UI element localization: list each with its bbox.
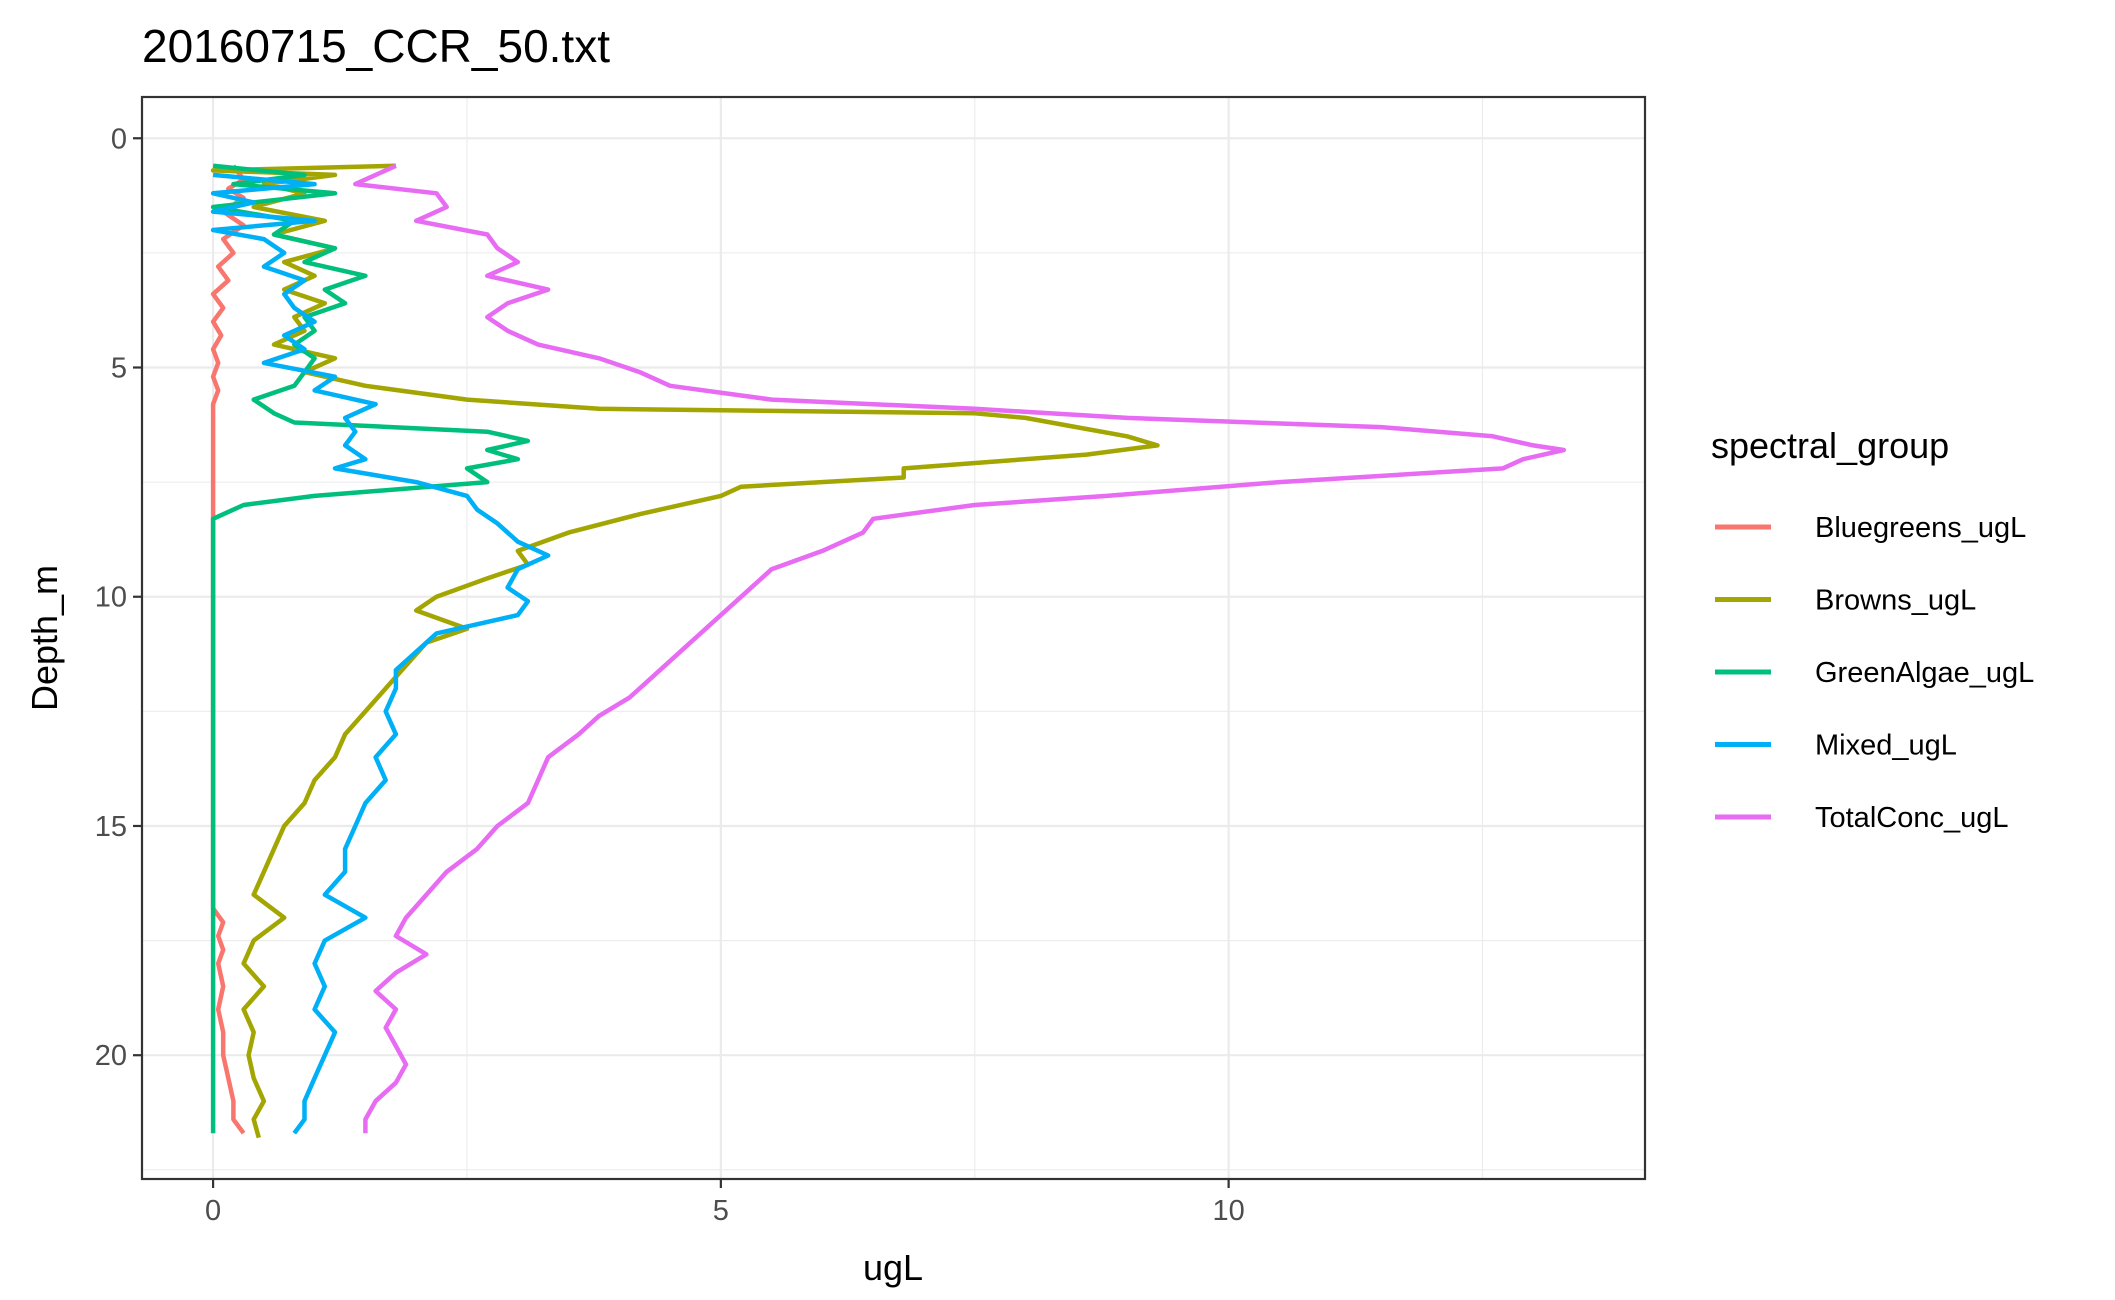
legend-label: Bluegreens_ugL xyxy=(1815,512,2026,544)
y-tick-label: 0 xyxy=(111,123,127,155)
chart-title: 20160715_CCR_50.txt xyxy=(142,20,610,72)
x-axis-title: ugL xyxy=(863,1247,923,1288)
y-tick-label: 20 xyxy=(95,1040,127,1072)
legend-label: Browns_ugL xyxy=(1815,585,1976,617)
series-line-greenalgae-ugl xyxy=(210,163,531,1134)
panel-background xyxy=(142,97,1645,1179)
series-line-bluegreens-ugl xyxy=(210,164,246,1135)
y-tick-label: 10 xyxy=(95,582,127,614)
plot-panel xyxy=(140,95,1647,1181)
legend-label: GreenAlgae_ugL xyxy=(1815,657,2034,689)
legend-label: TotalConc_ugL xyxy=(1815,802,2008,834)
series-line-mixed-ugl xyxy=(210,172,551,1135)
series-line-browns-ugl xyxy=(210,163,1160,1139)
x-tick-label: 0 xyxy=(205,1195,221,1227)
legend-title: spectral_group xyxy=(1711,425,1949,466)
axes: 0 5 10 0 5 10 15 20 xyxy=(95,123,1245,1227)
y-tick-label: 15 xyxy=(95,811,127,843)
y-tick-label: 5 xyxy=(111,353,127,385)
gridlines xyxy=(142,97,1645,1179)
legend: spectral_group Bluegreens_ugL Browns_ugL G… xyxy=(1711,425,2034,834)
panel-border xyxy=(140,95,1647,1181)
x-tick-label: 10 xyxy=(1212,1195,1244,1227)
y-axis-title: Depth_m xyxy=(24,565,65,711)
x-tick-label: 5 xyxy=(713,1195,729,1227)
series-line-totalconc-ugl xyxy=(353,163,1567,1134)
series-lines xyxy=(210,163,1567,1139)
legend-label: Mixed_ugL xyxy=(1815,730,1957,762)
